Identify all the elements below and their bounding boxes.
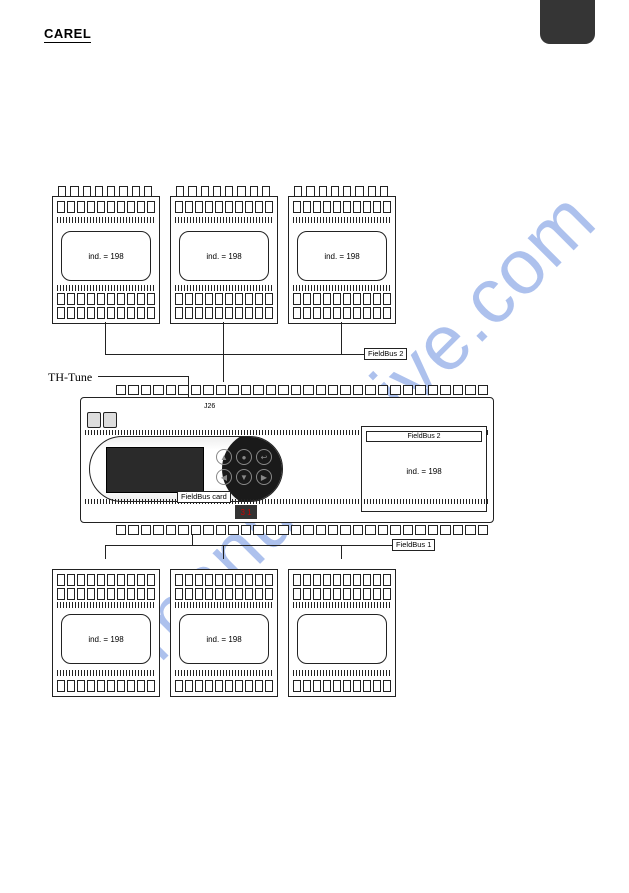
wire [223, 322, 224, 382]
module-bot-1: ind. = 198 [52, 559, 158, 695]
wire [341, 545, 342, 559]
expansion-bus-label: FieldBus 2 [366, 431, 482, 442]
wire [105, 545, 435, 546]
expansion-ind: ind. = 198 [362, 467, 486, 476]
fieldbus-card-label: FieldBus card [177, 491, 231, 503]
wire [192, 535, 193, 545]
fieldbus1-bottom-label: FieldBus 1 [392, 539, 435, 551]
module-label: ind. = 198 [61, 231, 151, 281]
module-top-3: ind. = 198 [288, 186, 394, 322]
module-bot-2: ind. = 198 [170, 559, 276, 695]
j26-label: J26 [201, 402, 218, 412]
module-label: ind. = 198 [61, 614, 151, 664]
module-label: ind. = 198 [179, 231, 269, 281]
controller-buttons: ▲●↩ ◀▼▶ [216, 449, 272, 485]
wire [105, 322, 106, 354]
module-top-1: ind. = 198 [52, 186, 158, 322]
wire [341, 322, 342, 354]
wire [105, 545, 106, 559]
seven-seg-display: 3 1 [235, 505, 257, 519]
module-top-2: ind. = 198 [170, 186, 276, 322]
page-corner-badge [540, 0, 595, 44]
main-controller: J26 ▲●↩ ◀▼▶ FieldBus 2 ind. = 198 FieldB… [80, 385, 494, 535]
module-label: ind. = 198 [179, 614, 269, 664]
wire [105, 354, 395, 355]
module-label: ind. = 198 [297, 231, 387, 281]
wire [223, 545, 224, 559]
wire [98, 376, 188, 377]
th-tune-label: TH-Tune [48, 370, 92, 385]
wiring-diagram: ind. = 198 ind. = 198 ind. = 198 [52, 186, 582, 716]
brand-logo: CAREL [44, 26, 91, 43]
fieldbus2-top-label: FieldBus 2 [364, 348, 407, 360]
module-bot-3 [288, 559, 394, 695]
module-label [297, 614, 387, 664]
rj-ports [87, 412, 117, 428]
